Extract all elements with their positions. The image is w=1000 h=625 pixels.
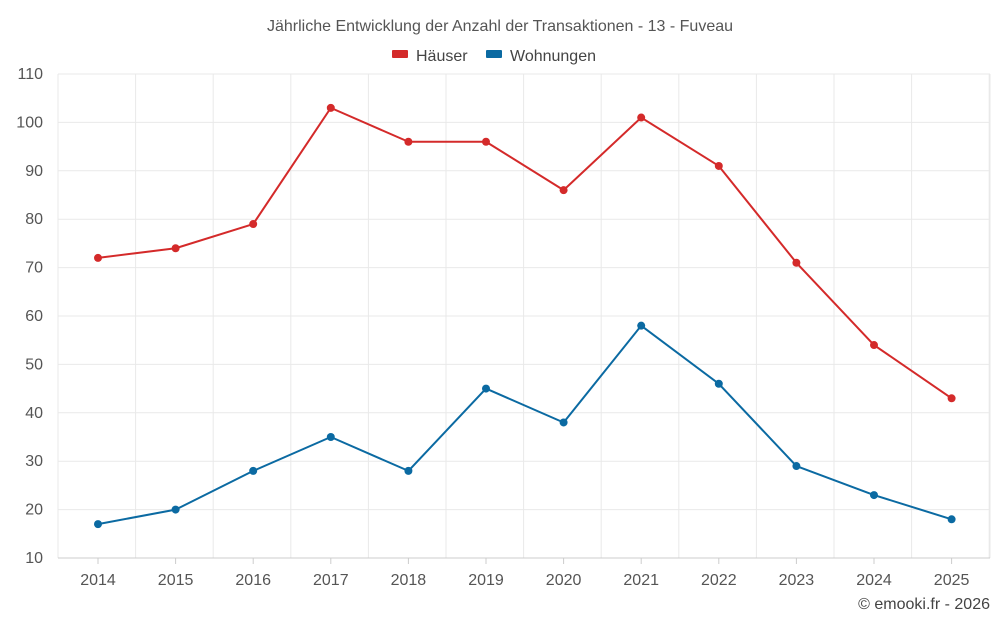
legend: Häuser Wohnungen <box>392 48 596 65</box>
legend-swatch-wohnungen <box>486 50 502 58</box>
x-tick-label: 2018 <box>391 572 427 589</box>
data-point-wohnungen[interactable] <box>482 384 490 393</box>
data-point-haeuser[interactable] <box>482 137 490 146</box>
data-point-haeuser[interactable] <box>559 186 568 195</box>
y-tick-label: 70 <box>25 260 43 277</box>
data-point-haeuser[interactable] <box>249 220 258 229</box>
x-tick-label: 2020 <box>546 572 582 589</box>
x-tick-label: 2016 <box>235 572 271 589</box>
legend-label-haeuser: Häuser <box>416 48 468 65</box>
y-tick-label: 20 <box>25 502 43 519</box>
chart-title: Jährliche Entwicklung der Anzahl der Tra… <box>267 18 733 35</box>
credit-text: © emooki.fr - 2026 <box>858 596 990 613</box>
grid <box>57 73 991 559</box>
data-point-wohnungen[interactable] <box>559 418 568 427</box>
y-tick-label: 80 <box>25 211 43 228</box>
y-tick-label: 10 <box>25 550 43 567</box>
data-point-haeuser[interactable] <box>714 161 723 170</box>
data-point-wohnungen[interactable] <box>870 491 878 500</box>
data-point-wohnungen[interactable] <box>326 433 335 441</box>
y-tick-label: 110 <box>17 66 43 83</box>
x-tick-label: 2022 <box>701 572 737 589</box>
y-tick-label: 100 <box>16 114 43 131</box>
x-tick-label: 2025 <box>934 572 970 589</box>
data-point-wohnungen[interactable] <box>404 466 413 475</box>
series-wohnungen <box>94 321 956 529</box>
series-line-wohnungen <box>97 324 952 526</box>
data-point-haeuser[interactable] <box>404 137 413 146</box>
x-tick-label: 2023 <box>779 572 815 589</box>
data-point-wohnungen[interactable] <box>171 505 180 514</box>
series-layer <box>94 103 956 529</box>
x-tick-label: 2019 <box>468 572 504 589</box>
series-line-haeuser <box>97 106 953 400</box>
legend-label-wohnungen: Wohnungen <box>510 48 596 65</box>
y-tick-label: 50 <box>25 356 43 373</box>
data-point-wohnungen[interactable] <box>792 462 801 471</box>
data-point-wohnungen[interactable] <box>637 321 646 330</box>
legend-swatch-haeuser <box>392 50 408 58</box>
x-tick-label: 2017 <box>313 572 349 589</box>
x-tick-label: 2024 <box>856 572 892 589</box>
data-point-wohnungen[interactable] <box>947 515 956 524</box>
legend-item-haeuser[interactable]: Häuser <box>392 48 468 65</box>
data-point-haeuser[interactable] <box>326 103 335 112</box>
y-axis: 10 20 30 40 50 60 70 80 90 100 110 <box>16 66 43 567</box>
legend-item-wohnungen[interactable]: Wohnungen <box>486 48 596 65</box>
data-point-haeuser[interactable] <box>94 253 102 262</box>
data-point-haeuser[interactable] <box>637 113 646 122</box>
x-tick-label: 2021 <box>623 572 659 589</box>
y-tick-label: 60 <box>25 308 43 325</box>
data-point-haeuser[interactable] <box>171 244 180 253</box>
data-point-wohnungen[interactable] <box>249 466 258 475</box>
y-tick-label: 30 <box>25 453 43 470</box>
y-tick-label: 90 <box>25 163 43 180</box>
data-point-wohnungen[interactable] <box>94 520 102 529</box>
data-point-haeuser[interactable] <box>792 258 801 267</box>
data-point-wohnungen[interactable] <box>714 379 723 388</box>
data-point-haeuser[interactable] <box>947 394 956 403</box>
data-point-haeuser[interactable] <box>870 341 878 350</box>
x-tick-label: 2015 <box>158 572 194 589</box>
series-haeuser <box>94 103 956 403</box>
x-axis: 2014 2015 2016 2017 2018 2019 2020 2021 2022 2023… <box>58 557 990 589</box>
y-tick-label: 40 <box>25 405 43 422</box>
x-tick-label: 2014 <box>80 572 116 589</box>
